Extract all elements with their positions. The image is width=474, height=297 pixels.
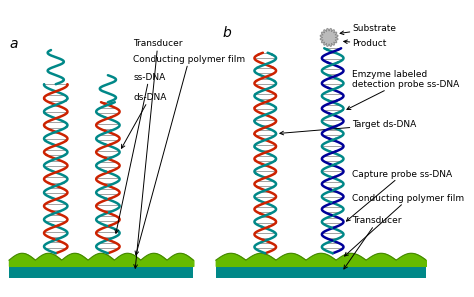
Text: Product: Product bbox=[344, 39, 387, 48]
Polygon shape bbox=[320, 29, 338, 46]
Text: Target ds-DNA: Target ds-DNA bbox=[280, 120, 417, 135]
Bar bbox=[9, 266, 193, 277]
Text: ss-DNA: ss-DNA bbox=[115, 72, 165, 233]
Text: Transducer: Transducer bbox=[344, 217, 402, 269]
Text: ds-DNA: ds-DNA bbox=[121, 93, 166, 148]
Bar bbox=[216, 266, 426, 277]
Text: Emzyme labeled
detection probe ss-DNA: Emzyme labeled detection probe ss-DNA bbox=[347, 70, 460, 110]
Text: Conducting polymer film: Conducting polymer film bbox=[345, 194, 465, 256]
Text: a: a bbox=[9, 37, 18, 51]
Text: b: b bbox=[223, 26, 232, 40]
Text: Substrate: Substrate bbox=[340, 24, 396, 34]
Text: Conducting polymer film: Conducting polymer film bbox=[133, 55, 245, 255]
Text: Transducer: Transducer bbox=[133, 39, 182, 268]
Text: Capture probe ss-DNA: Capture probe ss-DNA bbox=[346, 170, 453, 221]
